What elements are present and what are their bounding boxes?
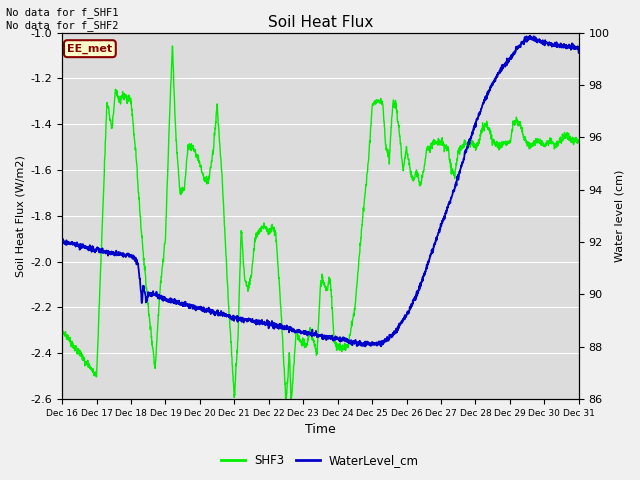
Line: SHF3: SHF3 <box>62 46 579 403</box>
WaterLevel_cm <box>561 45 568 50</box>
Line: WaterLevel_cm: WaterLevel_cm <box>62 36 579 347</box>
Text: No data for f_SHF1
No data for f_SHF2: No data for f_SHF1 No data for f_SHF2 <box>6 7 119 31</box>
WaterLevel_cm <box>362 344 369 349</box>
SHF3 <box>84 362 92 368</box>
SHF3 <box>465 144 473 149</box>
SHF3 <box>58 324 66 330</box>
Y-axis label: Water level (cm): Water level (cm) <box>615 169 625 262</box>
WaterLevel_cm <box>296 327 303 333</box>
SHF3 <box>296 336 304 342</box>
SHF3 <box>575 137 582 143</box>
X-axis label: Time: Time <box>305 423 336 436</box>
WaterLevel_cm <box>526 33 534 38</box>
SHF3 <box>282 400 290 406</box>
WaterLevel_cm <box>310 332 317 337</box>
WaterLevel_cm <box>58 239 66 244</box>
SHF3 <box>310 337 317 343</box>
Text: EE_met: EE_met <box>67 44 113 54</box>
Legend: SHF3, WaterLevel_cm: SHF3, WaterLevel_cm <box>216 449 424 472</box>
SHF3 <box>561 135 568 141</box>
SHF3 <box>560 134 568 140</box>
WaterLevel_cm <box>465 137 473 143</box>
Title: Soil Heat Flux: Soil Heat Flux <box>268 15 373 30</box>
Y-axis label: Soil Heat Flux (W/m2): Soil Heat Flux (W/m2) <box>15 155 25 276</box>
WaterLevel_cm <box>575 50 582 56</box>
WaterLevel_cm <box>84 248 92 253</box>
SHF3 <box>169 43 177 49</box>
WaterLevel_cm <box>560 41 568 47</box>
